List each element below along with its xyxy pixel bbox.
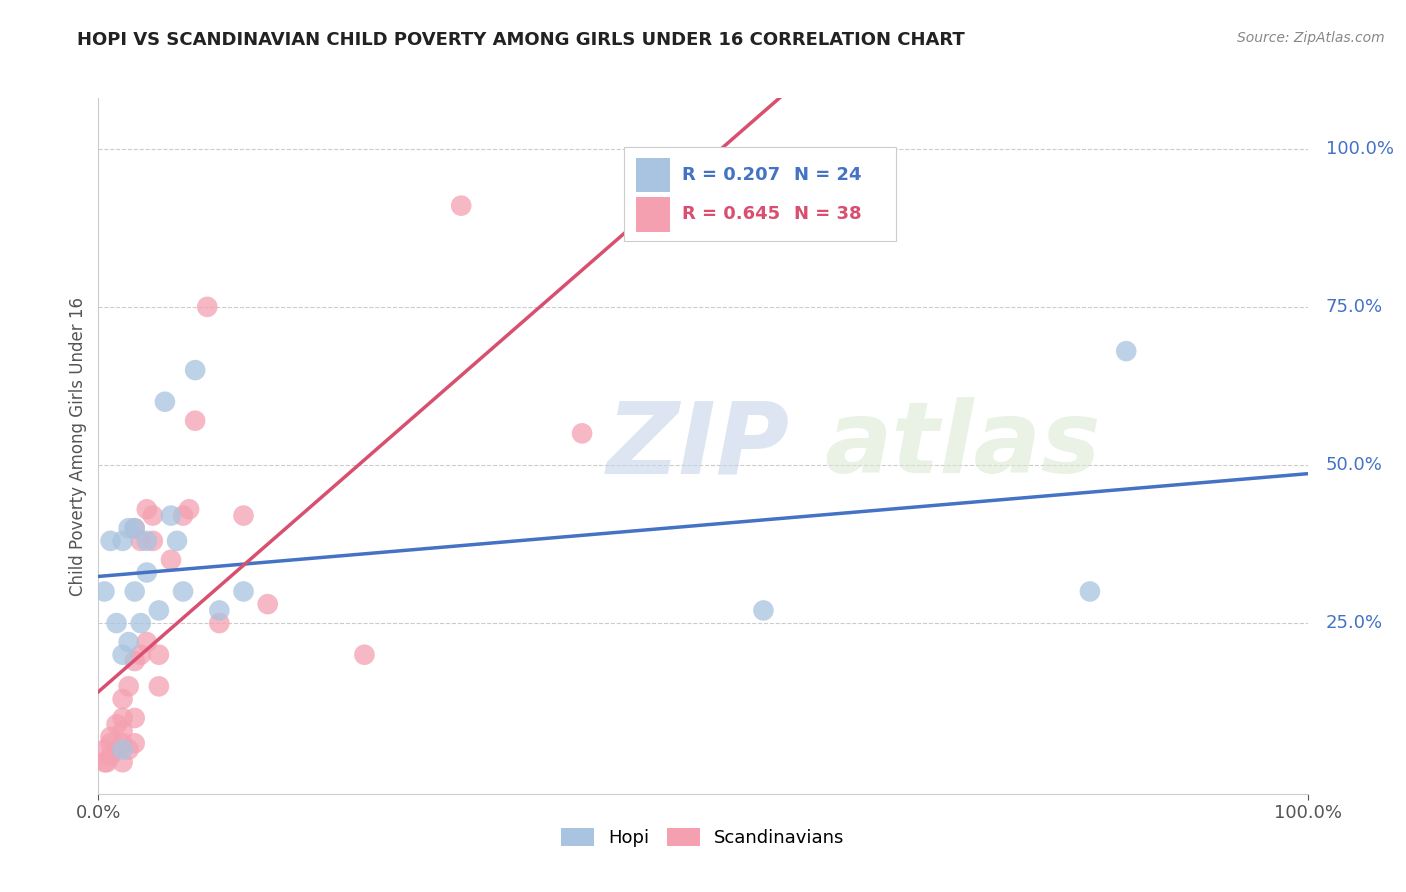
Point — [232, 508, 254, 523]
Point — [118, 679, 141, 693]
Text: N = 24: N = 24 — [793, 166, 862, 184]
Point — [111, 533, 134, 548]
Point — [353, 648, 375, 662]
Point — [450, 199, 472, 213]
Point — [142, 533, 165, 548]
Point — [124, 521, 146, 535]
Point — [208, 603, 231, 617]
Point — [195, 300, 218, 314]
Point — [148, 648, 170, 662]
Point — [100, 730, 122, 744]
Text: Source: ZipAtlas.com: Source: ZipAtlas.com — [1237, 31, 1385, 45]
Point — [111, 742, 134, 756]
Point — [179, 502, 201, 516]
Point — [111, 648, 134, 662]
Text: R = 0.645: R = 0.645 — [682, 205, 780, 224]
Point — [135, 502, 157, 516]
Point — [232, 584, 254, 599]
Text: 25.0%: 25.0% — [1326, 614, 1384, 632]
Point — [208, 616, 231, 631]
Text: 50.0%: 50.0% — [1326, 456, 1382, 474]
Point — [160, 553, 183, 567]
Point — [100, 736, 122, 750]
Point — [166, 533, 188, 548]
Point — [111, 723, 134, 738]
Legend: Hopi, Scandinavians: Hopi, Scandinavians — [554, 821, 852, 855]
Point — [148, 679, 170, 693]
Point — [93, 584, 115, 599]
Point — [153, 394, 176, 409]
Point — [160, 508, 183, 523]
Point — [118, 742, 141, 756]
Point — [105, 717, 128, 731]
Point — [172, 584, 194, 599]
Point — [172, 508, 194, 523]
Text: HOPI VS SCANDINAVIAN CHILD POVERTY AMONG GIRLS UNDER 16 CORRELATION CHART: HOPI VS SCANDINAVIAN CHILD POVERTY AMONG… — [77, 31, 965, 49]
Point — [142, 508, 165, 523]
FancyBboxPatch shape — [624, 147, 897, 241]
Point — [93, 756, 115, 770]
Text: atlas: atlas — [824, 398, 1101, 494]
Point — [129, 533, 152, 548]
Point — [135, 533, 157, 548]
Point — [111, 756, 134, 770]
Point — [256, 597, 278, 611]
Point — [124, 736, 146, 750]
Text: 100.0%: 100.0% — [1326, 140, 1393, 158]
Text: R = 0.207: R = 0.207 — [682, 166, 780, 184]
Point — [105, 742, 128, 756]
Point — [111, 736, 134, 750]
Point — [1115, 344, 1137, 359]
Point — [118, 635, 141, 649]
Point — [184, 363, 207, 377]
Point — [1078, 584, 1101, 599]
Point — [111, 711, 134, 725]
Point — [571, 426, 593, 441]
Text: ZIP: ZIP — [606, 398, 789, 494]
Point — [100, 533, 122, 548]
Point — [118, 521, 141, 535]
Point — [135, 566, 157, 580]
Point — [96, 756, 118, 770]
Point — [124, 584, 146, 599]
Point — [105, 616, 128, 631]
Point — [93, 742, 115, 756]
Point — [124, 654, 146, 668]
Point — [129, 616, 152, 631]
FancyBboxPatch shape — [637, 197, 671, 232]
Point — [129, 648, 152, 662]
Point — [111, 692, 134, 706]
Point — [148, 603, 170, 617]
Point — [124, 711, 146, 725]
Point — [135, 635, 157, 649]
Y-axis label: Child Poverty Among Girls Under 16: Child Poverty Among Girls Under 16 — [69, 296, 87, 596]
Point — [100, 748, 122, 763]
Point — [124, 521, 146, 535]
Text: 75.0%: 75.0% — [1326, 298, 1384, 316]
Text: N = 38: N = 38 — [793, 205, 862, 224]
Point — [184, 414, 207, 428]
Point — [752, 603, 775, 617]
FancyBboxPatch shape — [637, 158, 671, 193]
